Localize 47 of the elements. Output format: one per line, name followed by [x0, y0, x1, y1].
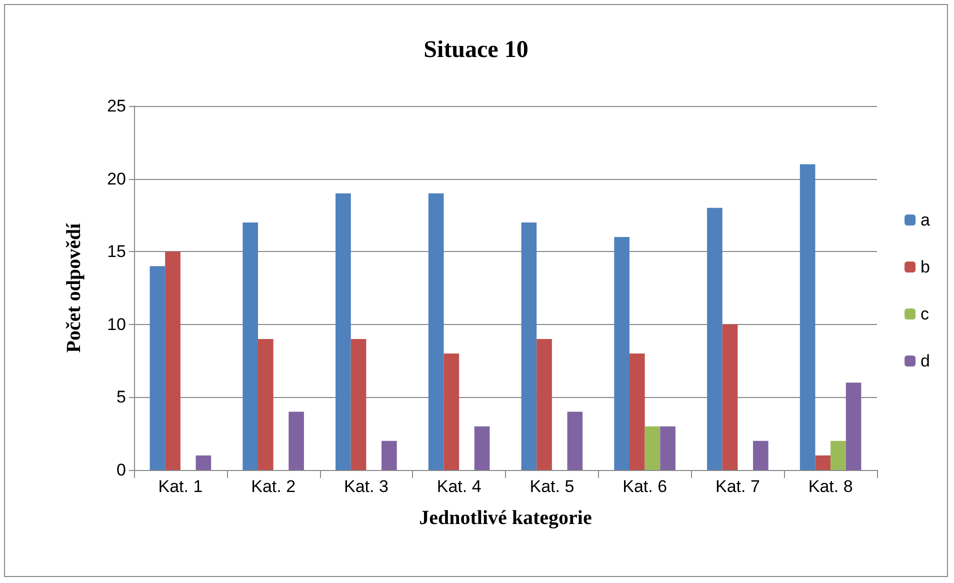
y-tick-label: 5: [116, 388, 126, 407]
bar: [521, 222, 537, 470]
bar: [474, 426, 490, 470]
bar: [150, 266, 166, 470]
bar: [707, 208, 722, 470]
y-tick-label: 25: [107, 96, 126, 116]
bar: [722, 324, 738, 470]
bar: [196, 455, 212, 470]
bar: [242, 222, 258, 470]
x-axis-title: Jednotlivé kategorie: [419, 507, 592, 529]
x-tick-label: Kat. 4: [436, 477, 482, 496]
bar: [846, 382, 862, 470]
bar: [536, 338, 552, 470]
legend-label: c: [920, 304, 930, 324]
x-tick-label: Kat. 8: [808, 477, 853, 496]
bar: [165, 252, 180, 470]
bar: [288, 412, 304, 470]
bar: [382, 440, 397, 470]
bar: [444, 354, 460, 470]
y-tick-label: 10: [107, 314, 126, 334]
bar: [660, 426, 676, 470]
bar: [428, 193, 444, 470]
legend-label: d: [920, 352, 930, 370]
bar: [567, 412, 583, 470]
bar: [815, 455, 831, 470]
x-tick-label: Kat. 2: [251, 477, 296, 496]
y-tick-label: 0: [116, 460, 126, 480]
x-tick-label: Kat. 5: [530, 477, 574, 496]
x-tick-label: Kat. 6: [622, 477, 668, 496]
bar: [644, 426, 660, 470]
y-axis-title: Počet odpovědí: [63, 222, 85, 353]
bar: [258, 338, 274, 470]
y-tick-label: 15: [107, 242, 126, 262]
bar: [614, 237, 630, 470]
bar: [350, 338, 366, 470]
bar: [336, 193, 351, 470]
bar: [800, 164, 816, 470]
x-tick-label: Kat. 7: [715, 477, 760, 496]
x-tick-label: Kat. 1: [158, 477, 203, 496]
legend-label: a: [920, 210, 931, 230]
chart-title: Situace 10: [424, 37, 528, 63]
y-tick-label: 20: [107, 169, 126, 188]
bar: [629, 354, 645, 470]
bar: [830, 440, 846, 470]
x-tick-label: Kat. 3: [344, 477, 388, 496]
legend-label: b: [920, 258, 930, 276]
bar: [753, 440, 768, 470]
